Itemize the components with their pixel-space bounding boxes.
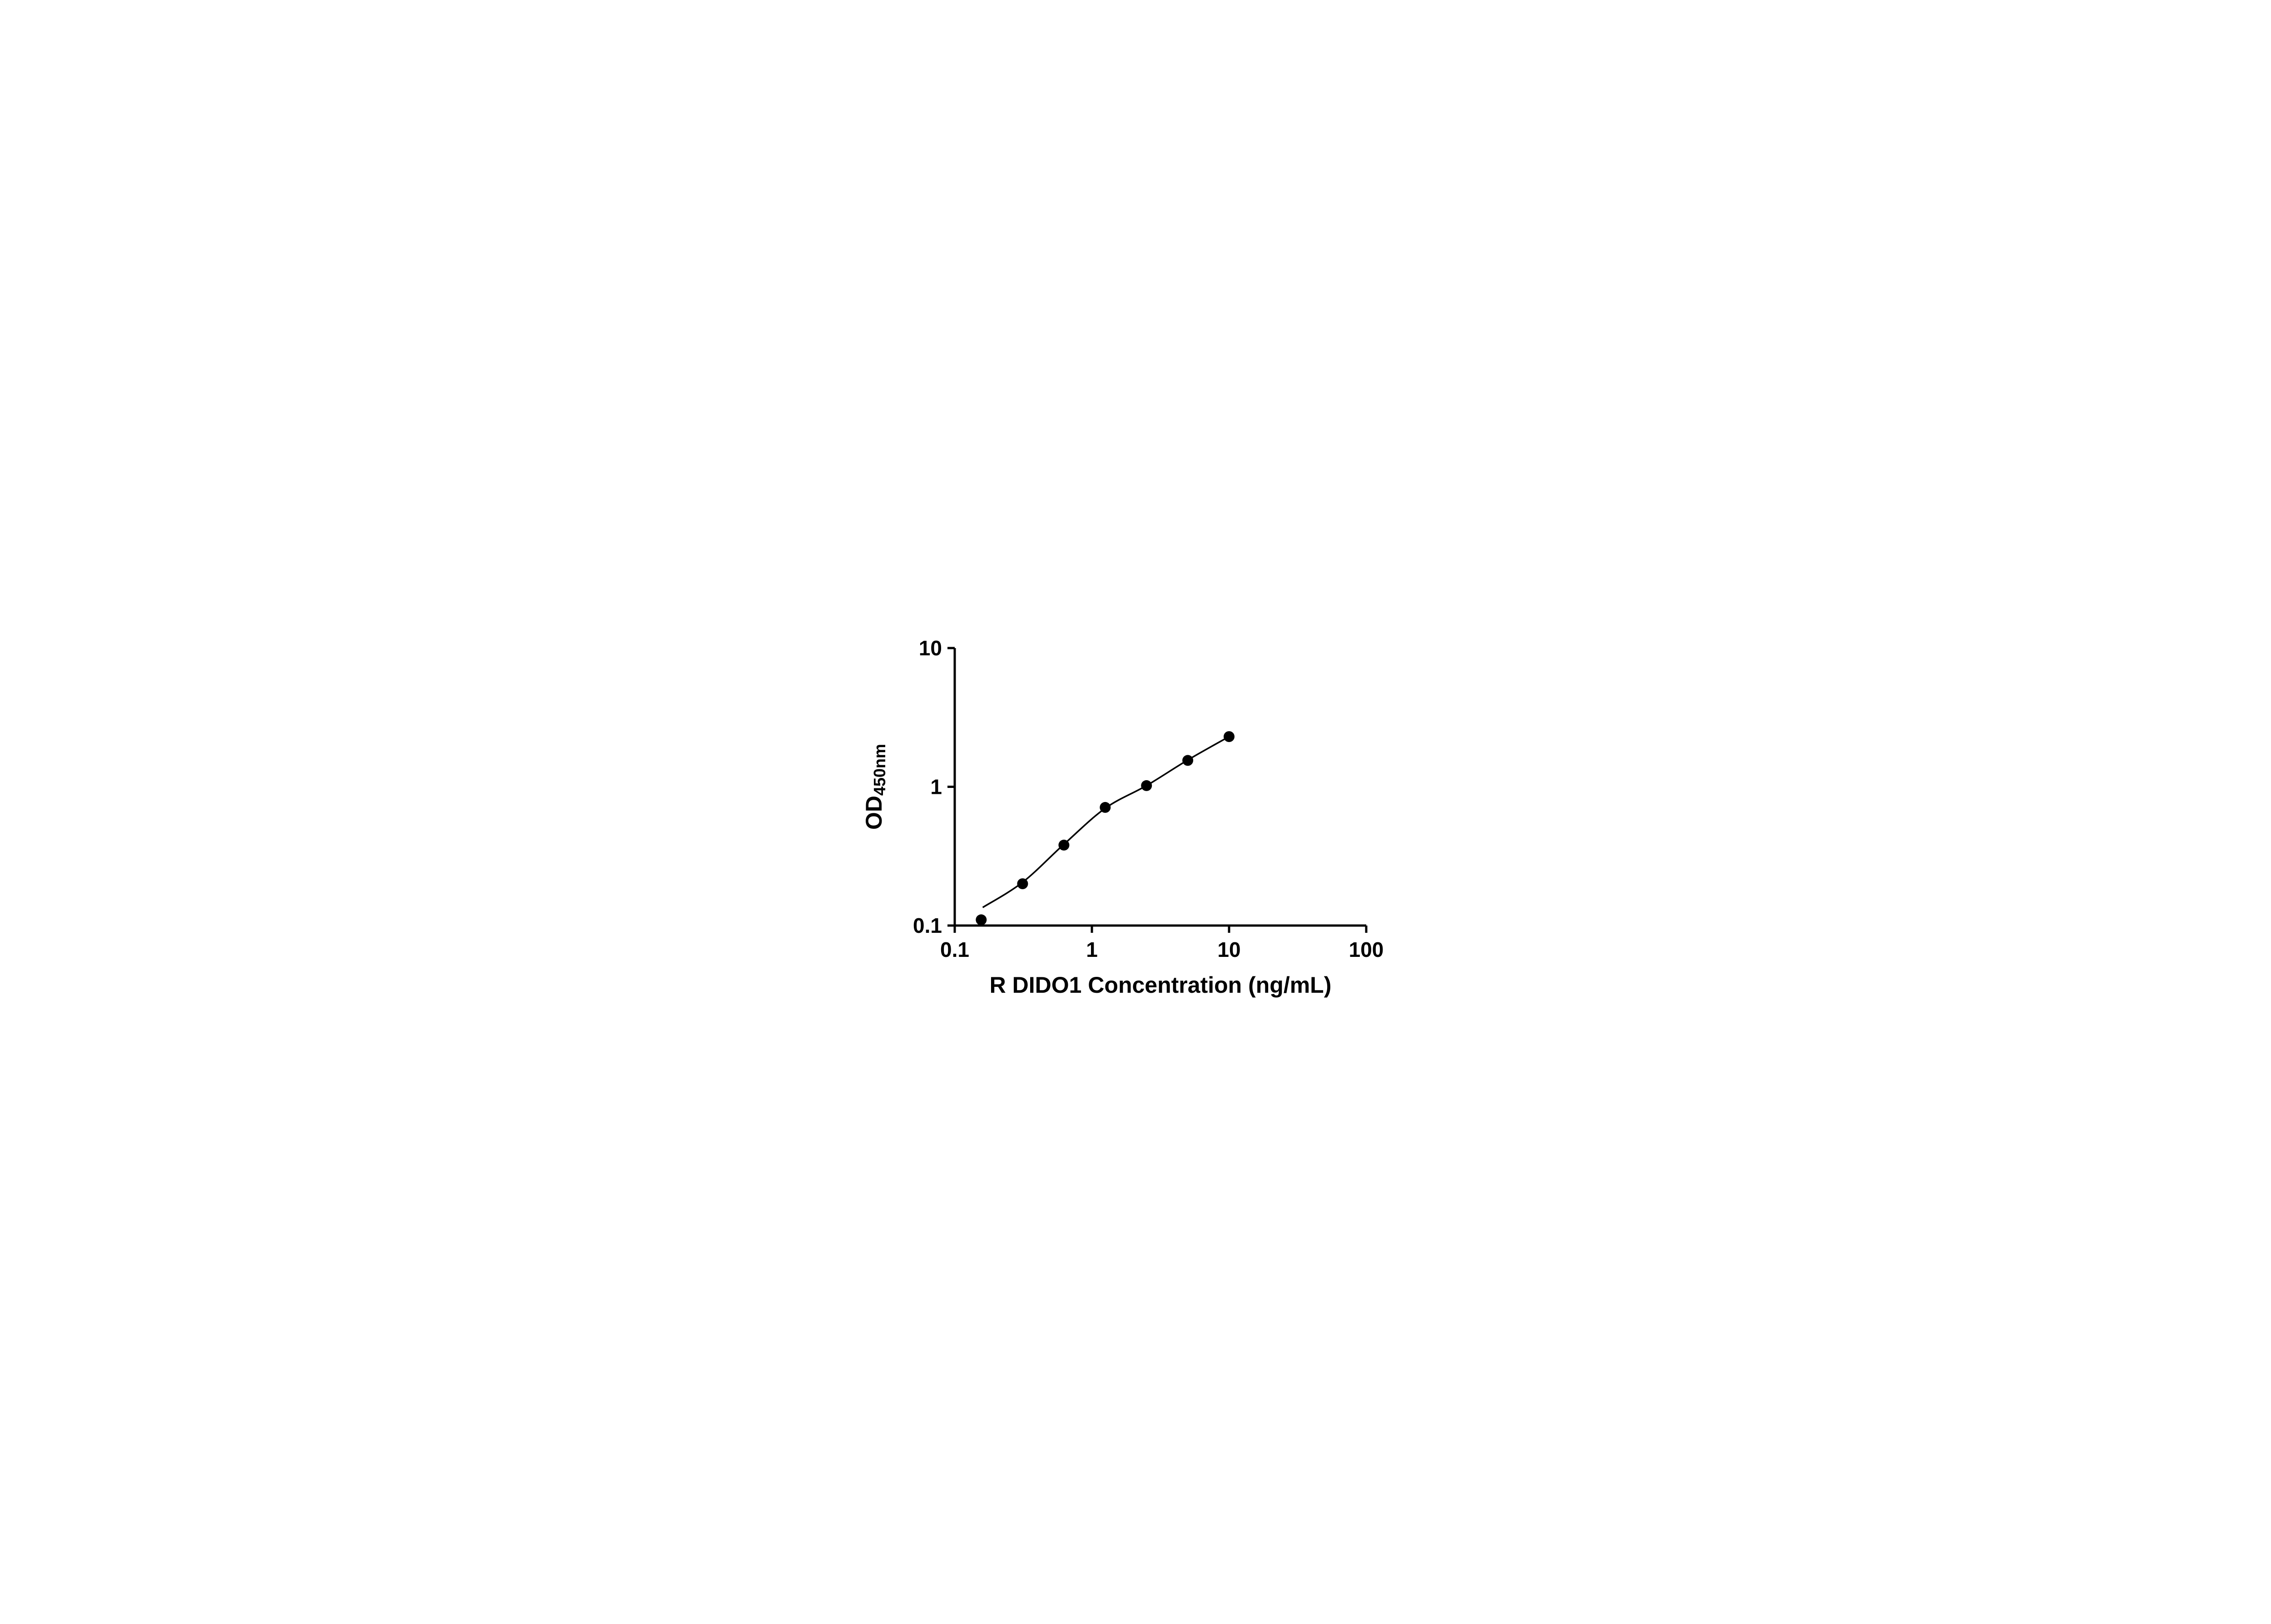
data-point	[1100, 802, 1111, 813]
x-tick-label: 0.1	[940, 938, 969, 961]
y-tick-label: 10	[919, 636, 942, 660]
data-point	[1182, 755, 1194, 766]
data-point	[1017, 878, 1028, 889]
y-axis-title: OD450nm	[861, 744, 889, 830]
y-tick-label: 1	[930, 775, 942, 799]
data-point	[1058, 839, 1070, 851]
y-tick-label: 0.1	[913, 914, 942, 937]
axes-frame	[953, 648, 1366, 927]
standard-curve-chart: 0.1 1 10 100 0.1 1 10 R DIDO1 Concentration (ng…	[849, 609, 1422, 1015]
x-tick-label: 100	[1349, 938, 1384, 961]
data-point	[1224, 731, 1235, 742]
data-point	[976, 914, 987, 926]
data-point	[1141, 780, 1152, 791]
elisa-standard-curve-figure: 0.1 1 10 100 0.1 1 10 R DIDO1 Concentration (ng…	[849, 609, 1422, 1015]
x-tick-label: 1	[1086, 938, 1098, 961]
x-axis-title: R DIDO1 Concentration (ng/mL)	[990, 972, 1332, 998]
x-tick-label: 10	[1217, 938, 1240, 961]
